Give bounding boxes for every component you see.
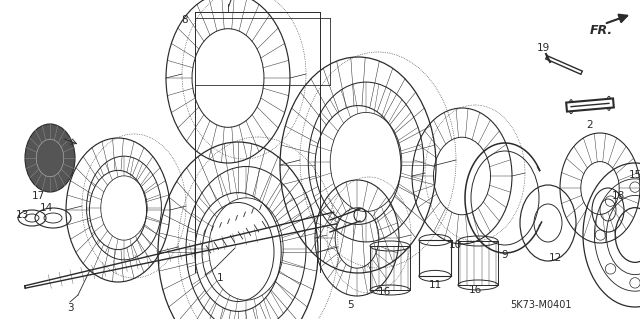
Text: 19: 19	[536, 43, 550, 53]
Text: 10: 10	[449, 240, 461, 250]
Text: 16: 16	[468, 285, 482, 295]
Ellipse shape	[25, 124, 75, 192]
Text: 16: 16	[378, 287, 390, 297]
Text: 17: 17	[31, 191, 45, 201]
Text: 15: 15	[628, 170, 640, 180]
Text: 1: 1	[217, 273, 223, 283]
Text: 7: 7	[225, 0, 231, 9]
Text: 5: 5	[347, 300, 353, 310]
Text: 18: 18	[611, 191, 625, 201]
Text: 5K73-M0401: 5K73-M0401	[510, 300, 572, 310]
Text: 12: 12	[548, 253, 562, 263]
Text: 13: 13	[15, 210, 29, 220]
Text: 14: 14	[40, 203, 52, 213]
Text: 8: 8	[182, 15, 188, 25]
Text: 9: 9	[502, 250, 508, 260]
Text: 3: 3	[67, 303, 74, 313]
Text: 2: 2	[587, 120, 593, 130]
Text: FR.: FR.	[590, 24, 613, 36]
Text: 11: 11	[428, 280, 442, 290]
